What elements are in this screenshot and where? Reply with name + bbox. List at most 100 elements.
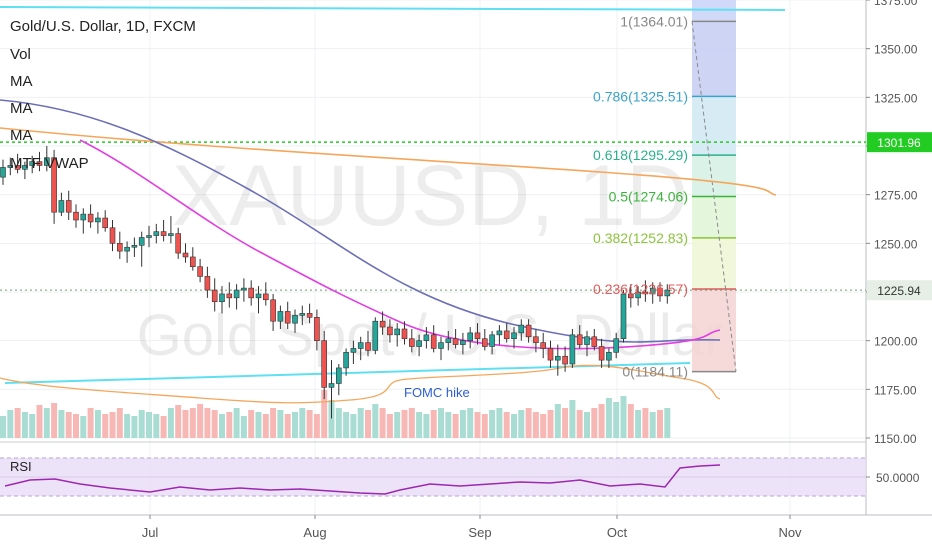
- candle-body[interactable]: [255, 293, 262, 299]
- candle-body[interactable]: [299, 313, 306, 316]
- candle-body[interactable]: [547, 348, 554, 361]
- candle-body[interactable]: [211, 289, 218, 303]
- candle-body[interactable]: [138, 237, 145, 246]
- candle-body[interactable]: [343, 352, 349, 369]
- candle-body[interactable]: [620, 293, 627, 340]
- candle-body[interactable]: [416, 340, 422, 347]
- time-axis[interactable]: Jul Aug Sep Oct Nov: [142, 515, 802, 540]
- candle-body[interactable]: [533, 336, 539, 343]
- candle-body[interactable]: [430, 334, 437, 349]
- candlestick-series[interactable]: [0, 146, 671, 419]
- candle-body[interactable]: [306, 313, 313, 318]
- candle-body[interactable]: [190, 256, 196, 267]
- candle-body[interactable]: [613, 338, 620, 353]
- candle-body[interactable]: [197, 266, 203, 277]
- indicator-vol[interactable]: Vol: [10, 46, 31, 63]
- candle-body[interactable]: [657, 287, 663, 297]
- candle-body[interactable]: [489, 334, 495, 347]
- candle-body[interactable]: [36, 161, 43, 166]
- candle-body[interactable]: [423, 334, 430, 341]
- candle-body[interactable]: [335, 367, 342, 384]
- candle-body[interactable]: [22, 165, 28, 170]
- candle-body[interactable]: [379, 320, 386, 328]
- candle-body[interactable]: [503, 330, 510, 340]
- candle-body[interactable]: [124, 246, 130, 252]
- candle-body[interactable]: [73, 211, 79, 221]
- candle-body[interactable]: [284, 311, 291, 324]
- candle-body[interactable]: [649, 287, 656, 295]
- candle-body[interactable]: [350, 348, 357, 353]
- candle-body[interactable]: [131, 244, 138, 248]
- candle-body[interactable]: [627, 293, 634, 299]
- candle-body[interactable]: [664, 289, 671, 297]
- indicator-mtf-vwap[interactable]: MTF VWAP: [10, 155, 89, 172]
- candle-body[interactable]: [438, 342, 444, 349]
- candle-body[interactable]: [387, 326, 393, 336]
- candle-body[interactable]: [518, 324, 525, 334]
- candle-body[interactable]: [226, 293, 233, 299]
- price-axis[interactable]: 1375.001350.001325.001300.001275.001250.…: [866, 0, 932, 485]
- candle-body[interactable]: [598, 346, 605, 361]
- candle-body[interactable]: [606, 352, 612, 361]
- candle-body[interactable]: [357, 342, 364, 349]
- candle-body[interactable]: [562, 355, 568, 365]
- candle-body[interactable]: [175, 233, 181, 254]
- candle-body[interactable]: [219, 293, 225, 303]
- candle-body[interactable]: [241, 287, 247, 291]
- candle-body[interactable]: [569, 334, 576, 365]
- candle-body[interactable]: [321, 340, 328, 388]
- candle-body[interactable]: [474, 332, 481, 340]
- indicator-ma-1[interactable]: MA: [10, 73, 33, 90]
- candle-body[interactable]: [95, 217, 101, 223]
- candle-body[interactable]: [642, 291, 649, 295]
- candle-body[interactable]: [29, 161, 36, 166]
- candle-body[interactable]: [481, 338, 488, 347]
- candle-body[interactable]: [314, 317, 320, 341]
- candle-body[interactable]: [248, 287, 254, 299]
- indicator-ma-3[interactable]: MA: [10, 127, 33, 144]
- candle-body[interactable]: [372, 320, 379, 351]
- candle-body[interactable]: [584, 336, 590, 345]
- candle-body[interactable]: [408, 338, 415, 347]
- candle-body[interactable]: [270, 299, 276, 322]
- candle-body[interactable]: [51, 157, 57, 213]
- candle-body[interactable]: [467, 332, 474, 341]
- candle-body[interactable]: [7, 165, 14, 168]
- candle-body[interactable]: [87, 213, 94, 223]
- candle-body[interactable]: [168, 233, 174, 236]
- rsi-pane[interactable]: [0, 457, 866, 497]
- candle-body[interactable]: [576, 334, 583, 345]
- candle-body[interactable]: [262, 293, 269, 301]
- candle-body[interactable]: [0, 167, 6, 178]
- candle-body[interactable]: [365, 342, 371, 351]
- candle-body[interactable]: [14, 165, 21, 170]
- indicator-ma-2[interactable]: MA: [10, 100, 33, 117]
- candle-body[interactable]: [635, 291, 641, 299]
- candle-body[interactable]: [65, 200, 72, 213]
- candle-body[interactable]: [80, 213, 87, 221]
- candle-body[interactable]: [525, 324, 532, 338]
- candle-body[interactable]: [394, 328, 401, 336]
- candle-body[interactable]: [328, 383, 335, 388]
- candle-body[interactable]: [554, 355, 561, 361]
- candle-body[interactable]: [445, 338, 452, 343]
- candle-body[interactable]: [401, 328, 408, 340]
- candle-body[interactable]: [540, 342, 547, 349]
- candle-body[interactable]: [153, 231, 160, 236]
- candle-body[interactable]: [591, 336, 598, 347]
- candle-body[interactable]: [204, 276, 211, 291]
- candle-body[interactable]: [146, 235, 152, 238]
- candle-body[interactable]: [43, 157, 50, 166]
- candle-body[interactable]: [511, 332, 517, 340]
- candle-body[interactable]: [496, 330, 503, 336]
- candle-body[interactable]: [58, 200, 65, 213]
- candle-body[interactable]: [452, 338, 459, 345]
- candle-body[interactable]: [277, 311, 284, 322]
- candle-body[interactable]: [160, 231, 167, 236]
- candle-body[interactable]: [109, 227, 116, 244]
- candle-body[interactable]: [460, 340, 466, 345]
- candle-body[interactable]: [233, 289, 240, 299]
- fibonacci-retracement[interactable]: [691, 0, 737, 373]
- candle-body[interactable]: [292, 315, 298, 324]
